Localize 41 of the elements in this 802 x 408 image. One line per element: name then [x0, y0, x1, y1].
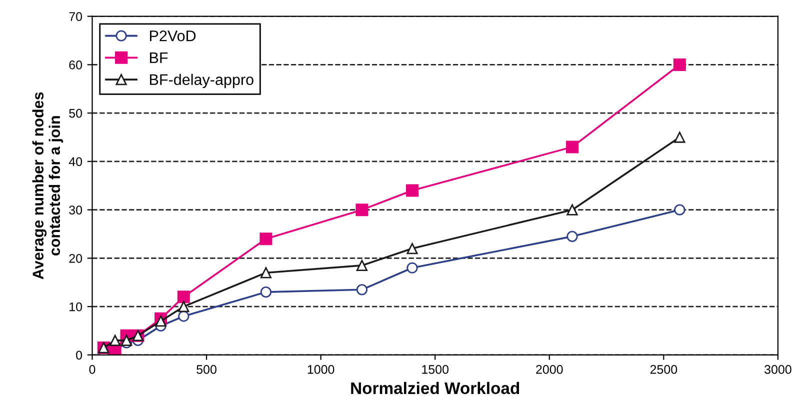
x-tick-label: 2500 — [650, 365, 678, 374]
point — [356, 284, 368, 296]
y-tick-label: 60 — [69, 60, 82, 70]
point — [674, 132, 686, 143]
point — [260, 267, 272, 278]
legend-label: P2VoD — [150, 30, 196, 42]
x-axis-title: Normalzied Workload — [351, 382, 520, 394]
y-tick-label: 40 — [68, 157, 82, 166]
y-tick-label: 20 — [69, 254, 82, 263]
point — [406, 242, 418, 254]
point — [674, 204, 686, 216]
x-tick-label: 2000 — [536, 365, 563, 374]
x-tick-label: 1000 — [308, 365, 334, 374]
point — [566, 140, 578, 154]
x-tick-label: 3000 — [764, 365, 792, 374]
x-tick-label: 1500 — [422, 365, 448, 374]
point — [566, 204, 578, 216]
point — [406, 262, 418, 274]
y-tick-label: 10 — [70, 302, 82, 312]
point — [155, 316, 166, 327]
point — [120, 334, 132, 346]
y-tick-label: 70 — [69, 12, 82, 21]
legend-label: BF-delay-appro — [150, 74, 254, 88]
point — [110, 334, 121, 346]
y-tick-label: 50 — [69, 108, 82, 118]
point — [406, 184, 418, 197]
point — [260, 232, 272, 246]
point — [566, 230, 578, 242]
legend-label: BF — [150, 52, 168, 64]
point — [178, 310, 190, 322]
y-tick-label: 30 — [69, 206, 82, 214]
point — [177, 290, 190, 304]
point — [356, 260, 368, 272]
point — [260, 286, 272, 298]
x-tick-label: 500 — [196, 365, 216, 374]
point — [673, 58, 686, 71]
point — [356, 204, 368, 216]
y-tick-label: 0 — [76, 350, 82, 360]
point — [178, 301, 190, 312]
x-tick-label: 0 — [89, 365, 96, 374]
y-axis-title: Average number of nodes contacted for a join — [32, 92, 64, 280]
